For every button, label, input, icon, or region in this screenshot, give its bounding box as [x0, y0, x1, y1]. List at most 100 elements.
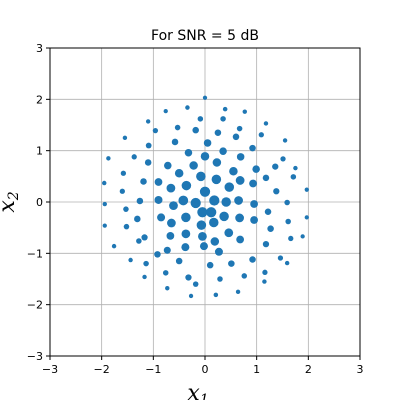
data-point [224, 228, 234, 238]
x-tick-label: −3 [42, 363, 58, 376]
data-point [184, 148, 193, 157]
data-point [171, 138, 179, 146]
data-point [304, 187, 309, 192]
y-tick-label: 3 [36, 42, 43, 55]
data-point [196, 171, 206, 182]
data-point [142, 274, 147, 280]
data-point [102, 223, 107, 228]
data-point [288, 235, 294, 242]
data-point [217, 276, 223, 282]
data-point [249, 144, 256, 152]
data-point [188, 293, 194, 299]
data-point [120, 170, 127, 176]
data-point [181, 212, 191, 223]
data-point [214, 247, 223, 256]
data-point [211, 174, 222, 185]
x-tick-label: 0 [202, 363, 209, 376]
data-point [136, 238, 142, 244]
data-point [258, 132, 264, 138]
data-point [210, 237, 220, 246]
data-point [263, 121, 269, 126]
data-point [141, 234, 148, 241]
data-point [249, 179, 257, 188]
data-point [162, 270, 169, 276]
data-point [106, 156, 111, 161]
data-point [280, 156, 286, 162]
data-point [224, 182, 235, 192]
data-point [277, 255, 284, 261]
data-point [166, 232, 175, 240]
data-point [242, 109, 247, 114]
data-point [282, 138, 288, 143]
data-point [206, 261, 214, 269]
data-point [196, 220, 207, 230]
data-point [203, 139, 212, 147]
data-point [144, 159, 152, 166]
data-point [178, 195, 189, 206]
y-tick-label: −1 [27, 247, 43, 260]
data-point [102, 180, 107, 186]
data-point [181, 229, 191, 239]
x-tick-label: 3 [357, 363, 364, 376]
chart-title: For SNR = 5 dB [151, 28, 259, 44]
y-axis-label-subscript: 2 [6, 191, 22, 201]
data-point [181, 243, 190, 252]
data-point [134, 215, 141, 223]
data-point [300, 234, 305, 239]
data-point [166, 183, 176, 193]
data-point [221, 197, 231, 207]
data-point [123, 223, 130, 230]
data-point [181, 180, 192, 191]
y-tick-label: −3 [27, 350, 43, 363]
data-point [190, 197, 201, 209]
data-point [123, 206, 129, 212]
data-point [198, 232, 207, 241]
data-point [111, 243, 117, 249]
data-point [262, 174, 270, 182]
data-point [273, 188, 280, 195]
data-point [219, 147, 227, 155]
data-point [167, 218, 176, 228]
data-point [293, 165, 298, 171]
data-point [185, 274, 192, 281]
data-point [192, 281, 199, 287]
data-point [236, 153, 245, 161]
data-point [222, 106, 228, 112]
data-point [185, 105, 190, 110]
x-axis-label-subscript: 1 [200, 392, 209, 400]
data-point [140, 178, 147, 185]
data-point [229, 166, 238, 176]
data-point [197, 116, 204, 122]
data-point [128, 257, 133, 263]
data-point [154, 195, 163, 204]
data-point [152, 128, 159, 134]
data-point [241, 273, 248, 279]
data-point [154, 178, 163, 186]
y-tick-label: 2 [36, 93, 43, 106]
data-point [145, 119, 151, 124]
data-point [219, 211, 229, 222]
data-point [304, 215, 309, 220]
data-point [290, 174, 297, 180]
data-point [236, 235, 245, 244]
y-tick-label: 0 [36, 196, 43, 209]
data-point [122, 135, 128, 141]
data-point [136, 197, 144, 205]
x-tick-label: −1 [145, 363, 161, 376]
data-point [119, 188, 125, 194]
data-point [285, 218, 291, 225]
data-point [262, 240, 270, 248]
x-axis-label: x1 [187, 381, 208, 400]
y-axis-label: x2 [0, 191, 22, 212]
data-point [102, 201, 107, 207]
data-point [157, 213, 166, 222]
x-tick-label: −2 [94, 363, 110, 376]
data-point [264, 208, 272, 216]
data-point [214, 129, 222, 136]
data-point [163, 109, 168, 114]
data-point [236, 125, 243, 132]
data-point [189, 161, 198, 170]
data-point [145, 142, 152, 149]
data-point [169, 201, 178, 210]
